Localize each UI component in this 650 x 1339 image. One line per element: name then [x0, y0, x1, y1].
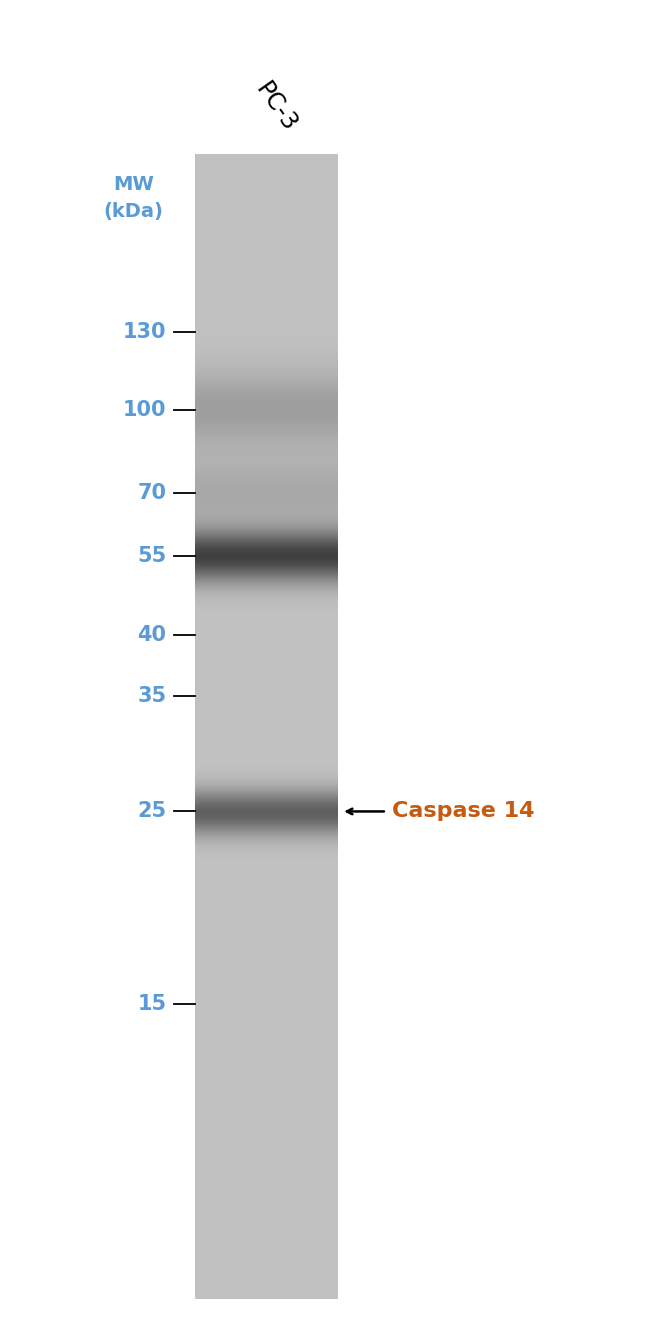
- Text: MW: MW: [113, 175, 153, 194]
- Text: PC-3: PC-3: [251, 78, 302, 137]
- Text: 70: 70: [137, 483, 166, 502]
- Text: 15: 15: [137, 995, 166, 1014]
- Text: 130: 130: [123, 323, 166, 341]
- Text: Caspase 14: Caspase 14: [392, 802, 534, 821]
- Text: 40: 40: [137, 625, 166, 644]
- Text: (kDa): (kDa): [103, 202, 163, 221]
- Text: 100: 100: [123, 400, 166, 419]
- Text: 35: 35: [137, 687, 166, 706]
- Text: 55: 55: [137, 546, 166, 565]
- Text: 25: 25: [137, 802, 166, 821]
